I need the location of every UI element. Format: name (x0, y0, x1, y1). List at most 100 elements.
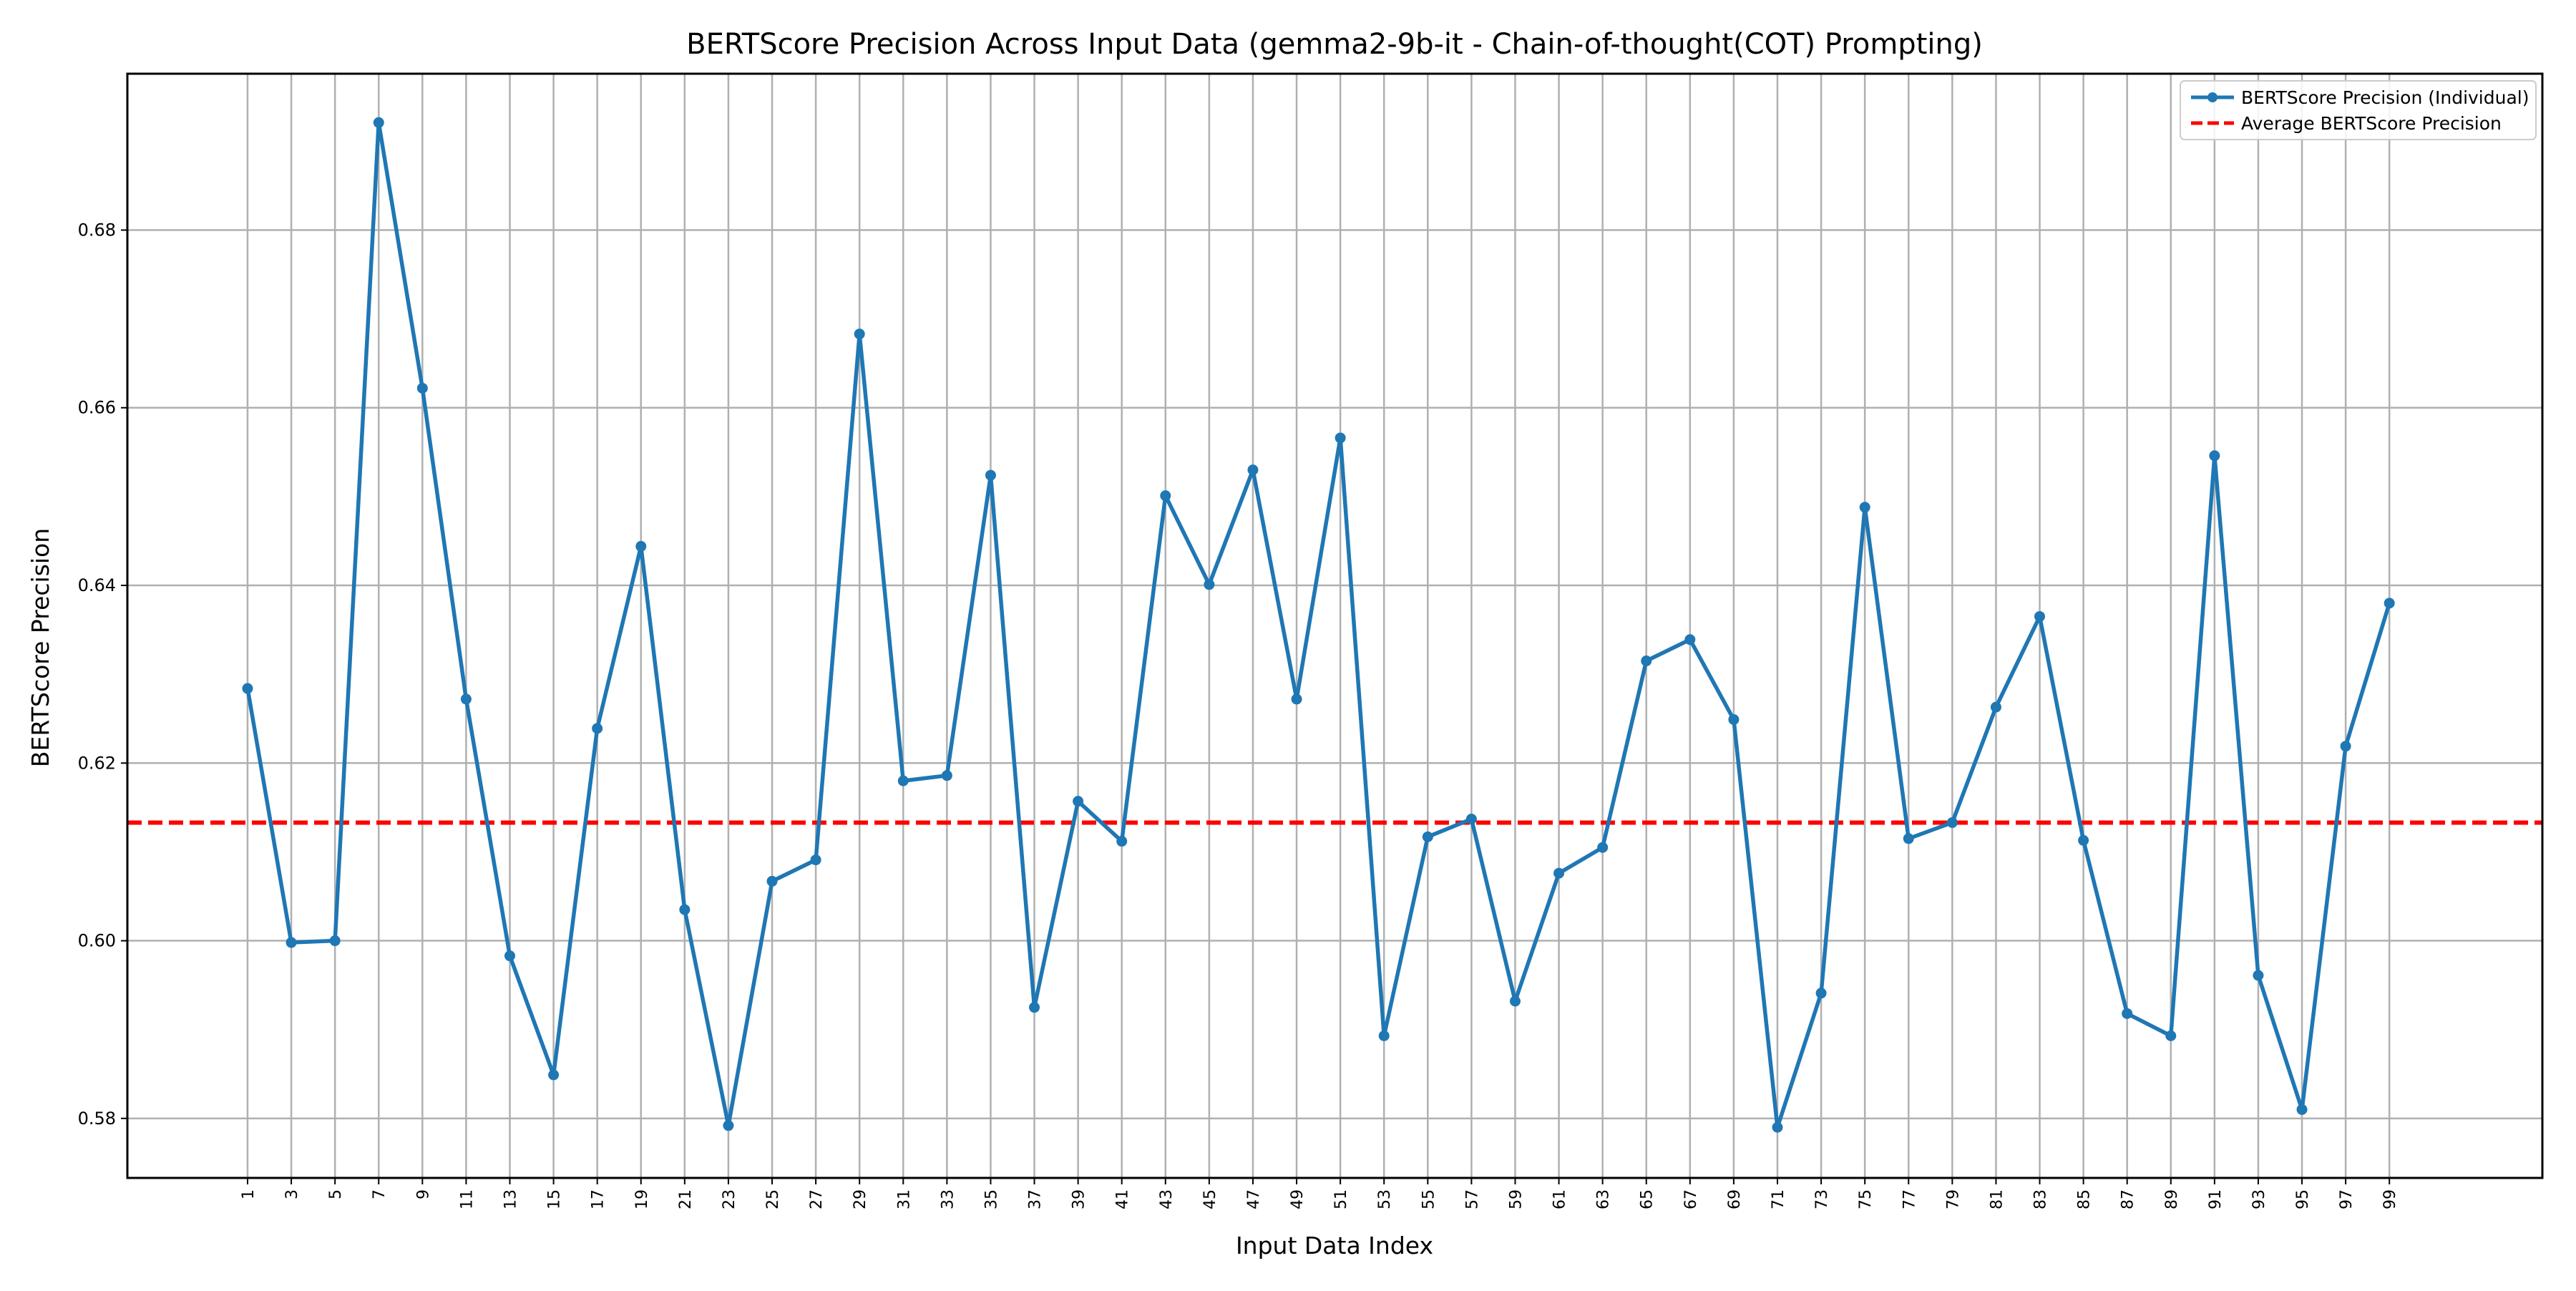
data-point (635, 540, 647, 552)
data-point (1029, 1002, 1040, 1013)
y-tick-label: 0.68 (78, 220, 116, 240)
x-tick-label: 21 (677, 1189, 695, 1209)
x-tick-label: 75 (1857, 1189, 1875, 1209)
x-tick-label: 11 (458, 1189, 476, 1209)
x-tick-label: 91 (2207, 1189, 2225, 1209)
data-point (1509, 995, 1521, 1007)
data-point (373, 117, 384, 128)
data-point (2340, 741, 2351, 752)
x-tick-label: 29 (852, 1189, 869, 1209)
data-point (1728, 713, 1740, 725)
x-tick-label: 71 (1770, 1189, 1787, 1209)
plot-area-frame (126, 72, 2544, 1179)
data-point (416, 382, 428, 394)
data-point (1073, 796, 1084, 807)
x-tick-label: 57 (1463, 1189, 1481, 1209)
x-tick-label: 59 (1507, 1189, 1525, 1209)
data-point (242, 683, 253, 694)
x-tick-label: 5 (327, 1189, 345, 1199)
legend-label-average: Average BERTScore Precision (2241, 113, 2502, 134)
x-tick-label: 73 (1813, 1189, 1831, 1209)
x-tick-label: 3 (283, 1189, 301, 1199)
data-point (1597, 842, 1609, 853)
data-point (766, 875, 778, 887)
chart-title: BERTScore Precision Across Input Data (g… (686, 28, 1983, 61)
x-axis-label: Input Data Index (1236, 1232, 1433, 1260)
data-point (548, 1069, 560, 1081)
x-tick-label: 25 (764, 1189, 782, 1209)
axis-ticks: 1 3 5 7 9 11 13 15 17 19 21 23 25 27 29 31 33 35 37 39 41 43 4… (78, 220, 2400, 1209)
data-point (2384, 598, 2395, 609)
legend-box (2180, 80, 2537, 140)
x-tick-label: 61 (1551, 1189, 1569, 1209)
x-tick-label: 35 (982, 1189, 1000, 1209)
data-point (985, 469, 996, 481)
x-tick-label: 53 (1376, 1189, 1394, 1209)
legend: BERTScore Precision (Individual) Average… (2180, 80, 2537, 140)
x-tick-label: 77 (1901, 1189, 1918, 1209)
data-point (1553, 867, 1565, 879)
data-point (1204, 579, 1215, 590)
data-point (679, 904, 691, 915)
x-tick-label: 37 (1027, 1189, 1045, 1209)
legend-label-individual: BERTScore Precision (Individual) (2241, 87, 2529, 108)
data-point (2296, 1104, 2308, 1115)
data-point (854, 328, 865, 340)
y-tick-label: 0.64 (78, 575, 116, 595)
data-point (2253, 970, 2264, 981)
data-point (1990, 701, 2001, 713)
x-tick-label: 95 (2294, 1189, 2312, 1209)
data-point (723, 1120, 734, 1131)
y-tick-label: 0.60 (78, 931, 116, 951)
data-point (1859, 502, 1870, 513)
x-tick-label: 17 (590, 1189, 608, 1209)
x-tick-label: 1 (240, 1189, 258, 1199)
x-tick-label: 79 (1944, 1189, 1962, 1209)
data-point (1335, 432, 1346, 444)
data-point (2034, 610, 2046, 622)
data-point (1422, 831, 1433, 842)
x-tick-label: 49 (1289, 1189, 1307, 1209)
data-point (941, 770, 952, 781)
data-point (1291, 693, 1302, 705)
series-line-individual (245, 120, 2391, 1129)
x-tick-label: 43 (1158, 1189, 1176, 1209)
x-tick-label: 65 (1639, 1189, 1657, 1209)
x-tick-label: 55 (1420, 1189, 1438, 1209)
series-layer (242, 117, 2395, 1133)
y-tick-label: 0.62 (78, 753, 116, 773)
data-point (592, 723, 603, 734)
x-tick-label: 83 (2032, 1189, 2050, 1209)
x-tick-label: 87 (2119, 1189, 2137, 1209)
x-tick-label: 9 (414, 1189, 432, 1199)
x-tick-label: 97 (2338, 1189, 2356, 1209)
x-tick-label: 85 (2076, 1189, 2094, 1209)
legend-marker-individual (2207, 92, 2218, 102)
data-point (2078, 834, 2089, 846)
grid-lines (127, 74, 2542, 1178)
data-point (1116, 836, 1128, 847)
data-point (1903, 833, 1914, 844)
data-point (1946, 817, 1958, 828)
x-tick-label: 89 (2163, 1189, 2181, 1209)
data-point (1160, 490, 1171, 502)
data-point (504, 950, 516, 962)
data-point (460, 693, 472, 705)
data-point (1465, 813, 1477, 824)
data-point (1247, 464, 1259, 476)
x-tick-label: 39 (1070, 1189, 1088, 1209)
data-point (810, 854, 821, 866)
x-tick-label: 81 (1988, 1189, 2006, 1209)
data-point (1378, 1030, 1390, 1041)
x-tick-label: 33 (939, 1189, 957, 1209)
x-tick-label: 19 (633, 1189, 651, 1209)
x-tick-label: 23 (721, 1189, 738, 1209)
y-axis-label: BERTScore Precision (26, 528, 54, 767)
x-tick-label: 67 (1682, 1189, 1700, 1209)
y-tick-label: 0.66 (78, 398, 116, 418)
x-tick-label: 41 (1114, 1189, 1132, 1209)
data-point (1684, 634, 1696, 646)
data-point (329, 935, 341, 947)
